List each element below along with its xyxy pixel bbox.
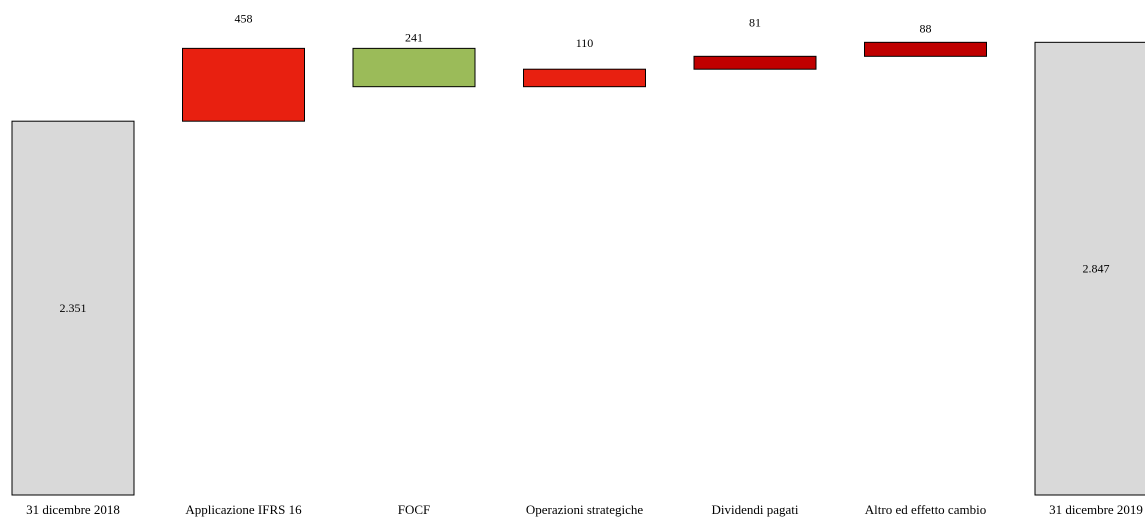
bar-applicazione-ifrs-16 xyxy=(182,47,305,122)
category-labels-group: 31 dicembre 2018 Applicazione IFRS 16 FOCF… xyxy=(26,502,1143,517)
bars-group xyxy=(11,41,1145,496)
category-label-31-dicembre-2019: 31 dicembre 2019 xyxy=(1049,502,1143,517)
category-label-dividendi-pagati: Dividendi pagati xyxy=(711,502,798,517)
value-labels-group: 2.351 458 241 110 81 88 2.847 xyxy=(60,11,1110,315)
category-label-altro-ed-effetto-cambio: Altro ed effetto cambio xyxy=(865,502,986,517)
bar-dividendi-pagati xyxy=(693,55,817,70)
value-label-focf: 241 xyxy=(405,30,423,44)
category-label-31-dicembre-2018: 31 dicembre 2018 xyxy=(26,502,120,517)
value-label-altro-ed-effetto-cambio: 88 xyxy=(920,21,932,35)
value-label-applicazione-ifrs-16: 458 xyxy=(235,11,253,25)
bar-operazioni-strategiche xyxy=(523,68,646,88)
bar-31-dicembre-2019 xyxy=(1034,41,1145,496)
value-label-31-dicembre-2018: 2.351 xyxy=(60,301,87,315)
value-label-operazioni-strategiche: 110 xyxy=(576,36,594,50)
bar-focf xyxy=(352,47,476,88)
value-label-31-dicembre-2019: 2.847 xyxy=(1083,262,1110,276)
category-label-operazioni-strategiche: Operazioni strategiche xyxy=(526,502,644,517)
bar-altro-ed-effetto-cambio xyxy=(864,41,987,57)
bar-31-dicembre-2018 xyxy=(11,120,135,496)
category-label-focf: FOCF xyxy=(398,502,431,517)
category-label-applicazione-ifrs-16: Applicazione IFRS 16 xyxy=(185,502,302,517)
value-label-dividendi-pagati: 81 xyxy=(749,15,761,29)
